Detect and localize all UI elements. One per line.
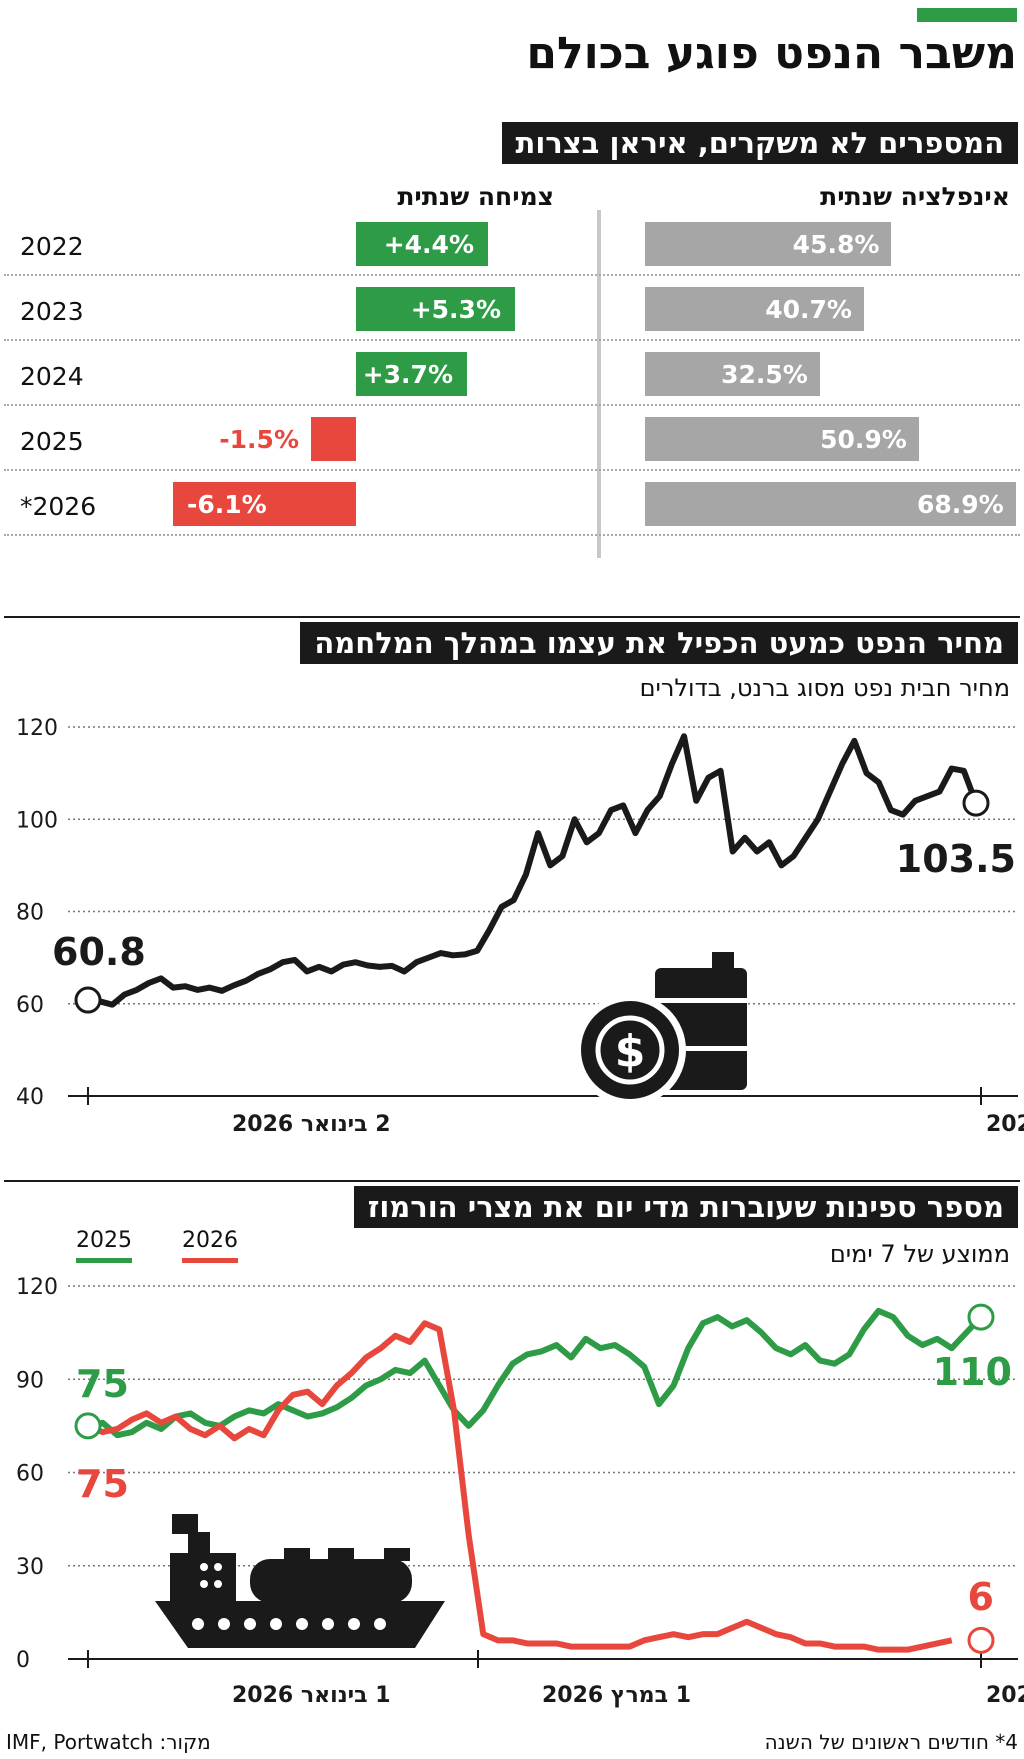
ships-section-heading: מספר ספינות שעוברות מדי יום את מצרי הורמ… xyxy=(353,1186,1018,1228)
accent-bar xyxy=(917,8,1017,22)
growth-value-label: +4.4% xyxy=(383,230,474,259)
legend-2025-label: 2025 xyxy=(76,1228,132,1253)
oil-y-tick-label: 80 xyxy=(16,901,44,926)
ships-2025-line xyxy=(87,1307,984,1439)
page-title: משבר הנפט פוגע בכולם xyxy=(526,28,1017,79)
inflation-bar xyxy=(645,222,892,266)
ships-subtitle: ממוצע של 7 ימים xyxy=(829,1240,1010,1268)
footnote: 4* חודשים ראשונים של השנה xyxy=(764,1730,1018,1754)
legend-2025-swatch xyxy=(76,1258,132,1263)
oil-start-marker xyxy=(74,986,102,1014)
year-label: *2026 xyxy=(20,492,97,521)
inflation-value-label: 68.9% xyxy=(916,490,1004,519)
svg-text:$: $ xyxy=(615,1026,646,1077)
growth-bar xyxy=(356,352,467,396)
section-rule xyxy=(4,616,1020,618)
ships-y-tick-label: 120 xyxy=(16,1275,58,1300)
oil-section-heading: מחיר הנפט כמעט הכפיל את עצמו במהלך המלחמ… xyxy=(300,622,1018,664)
inflation-header: אינפלציה שנתית xyxy=(820,182,1010,211)
oil-y-tick-label: 100 xyxy=(16,808,58,833)
growth-value-label: -1.5% xyxy=(219,425,299,454)
inflation-bar xyxy=(645,482,1016,526)
section-rule xyxy=(4,1180,1020,1182)
inflation-value-label: 32.5% xyxy=(721,360,808,389)
row-separator xyxy=(4,274,1020,276)
hormuz-ships-chart: 0 30 60 90 120 75 75 110 6 1 בינואר 2026 1 ב… xyxy=(16,1275,1024,1708)
growth-value-label: -6.1% xyxy=(187,490,267,519)
cargo-ship-icon xyxy=(155,1514,445,1648)
growth-header: צמיחה שנתית xyxy=(397,182,554,211)
ships-2025-end-label: 110 xyxy=(933,1350,1012,1394)
ships-x-start-label: 1 בינואר 2026 xyxy=(232,1683,391,1708)
legend-2026-swatch xyxy=(182,1258,238,1263)
ships-y-tick-label: 90 xyxy=(16,1368,44,1393)
oil-subtitle: מחיר חבית נפט מסוג ברנט, בדולרים xyxy=(639,674,1010,702)
ships-2026-end-marker xyxy=(967,1626,995,1654)
growth-bar xyxy=(356,287,515,331)
oil-x-end-label: 22 במאי 2026 xyxy=(986,1112,1024,1137)
inflation-bar xyxy=(645,287,864,331)
inflation-bar xyxy=(645,417,919,461)
source-note: מקור: IMF, Portwatch xyxy=(6,1730,211,1754)
ships-2025-start-label: 75 xyxy=(76,1362,129,1406)
growth-bar xyxy=(356,222,488,266)
year-label: 2023 xyxy=(20,297,84,326)
legend-2026-label: 2026 xyxy=(182,1228,238,1253)
ships-x-end-label: 17 במאי 2026 xyxy=(986,1683,1024,1708)
oil-y-tick-label: 60 xyxy=(16,993,44,1018)
oil-barrel-dollar-icon: $ xyxy=(574,952,750,1106)
row-separator xyxy=(4,404,1020,406)
year-label: 2024 xyxy=(20,362,84,391)
ships-y-tick-label: 60 xyxy=(16,1462,44,1487)
ships-2026-start-label: 75 xyxy=(76,1462,129,1506)
inflation-value-label: 40.7% xyxy=(765,295,852,324)
oil-end-label: 103.5 xyxy=(896,837,1016,881)
growth-value-label: +3.7% xyxy=(362,360,453,389)
row-separator xyxy=(4,339,1020,341)
ships-2025-end-marker xyxy=(967,1303,995,1331)
row-separator xyxy=(4,534,1020,536)
ships-y-tick-label: 30 xyxy=(16,1555,44,1580)
brent-price-line xyxy=(87,733,979,1008)
ships-start-marker xyxy=(74,1412,102,1440)
oil-x-start-label: 2 בינואר 2026 xyxy=(232,1112,391,1137)
inflation-value-label: 45.8% xyxy=(792,230,880,259)
year-label: 2025 xyxy=(20,427,84,456)
inflation-value-label: 50.9% xyxy=(820,425,907,454)
oil-y-tick-label: 120 xyxy=(16,716,58,741)
ships-2026-end-label: 6 xyxy=(968,1575,994,1619)
year-label: 2022 xyxy=(20,232,84,261)
table-section-heading: המספרים לא משקרים, איראן בצרות xyxy=(501,122,1018,164)
ships-x-mid-label: 1 במרץ 2026 xyxy=(542,1683,691,1708)
growth-bar xyxy=(311,417,356,461)
row-separator xyxy=(4,469,1020,471)
oil-y-tick-label: 40 xyxy=(16,1085,44,1110)
column-divider xyxy=(597,210,601,558)
ships-2026-line xyxy=(86,1320,953,1653)
oil-end-marker xyxy=(962,789,990,817)
ships-y-tick-label: 0 xyxy=(16,1648,30,1673)
inflation-bar xyxy=(645,352,820,396)
oil-start-label: 60.8 xyxy=(52,930,146,974)
growth-value-label: +5.3% xyxy=(410,295,501,324)
growth-bar xyxy=(173,482,356,526)
